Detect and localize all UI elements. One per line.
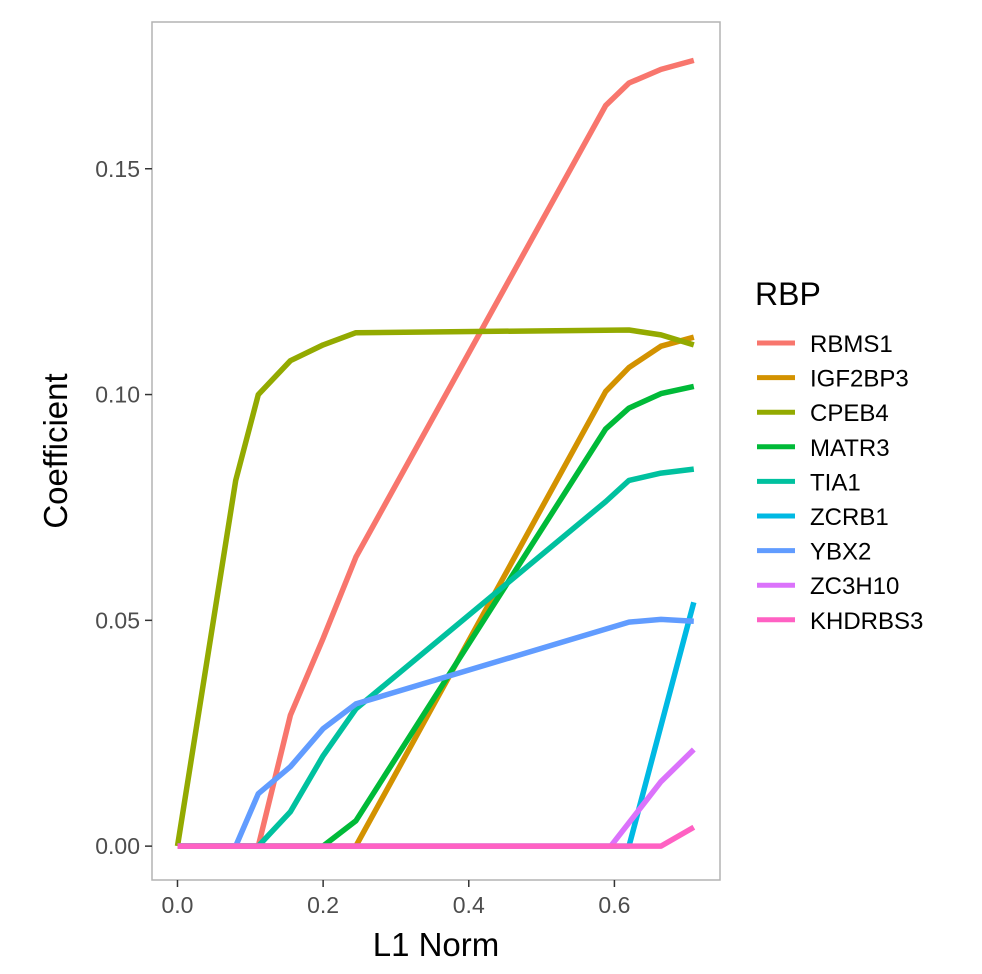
legend-label: CPEB4	[810, 400, 889, 427]
series-layer	[174, 57, 697, 849]
x-tick-label: 0.0	[161, 892, 193, 918]
y-tick-label: 0.15	[95, 156, 140, 182]
legend: RBP RBMS1 IGF2BP3 CPEB4 MATR3 TIA1 ZCRB1 YBX2 Z…	[755, 276, 923, 635]
y-tick-label: 0.10	[95, 382, 140, 408]
legend-label: RBMS1	[810, 331, 893, 358]
legend-item-igf2bp3: IGF2BP3	[757, 366, 909, 393]
y-tick-label: 0.00	[95, 833, 140, 859]
plot-panel-border	[151, 21, 721, 881]
legend-item-zc3h10: ZC3H10	[757, 573, 899, 600]
series-line-matr3	[177, 383, 695, 849]
x-axis-title: L1 Norm	[373, 926, 500, 963]
series-line-khdrbs3	[177, 824, 696, 849]
series-line-cpeb4	[174, 327, 695, 847]
legend-item-zcrb1: ZCRB1	[757, 504, 889, 531]
legend-title: RBP	[755, 276, 821, 312]
series-line-tia1	[177, 466, 695, 849]
y-tick-label: 0.05	[95, 607, 140, 633]
legend-label: ZCRB1	[810, 504, 889, 531]
legend-item-ybx2: YBX2	[757, 539, 871, 566]
legend-label: TIA1	[810, 469, 861, 496]
legend-item-matr3: MATR3	[757, 435, 890, 462]
axes: 0.0 0.2 0.4 0.6 0.00 0.05 0.10 0.15	[95, 156, 630, 918]
legend-item-cpeb4: CPEB4	[757, 400, 889, 427]
legend-label: YBX2	[810, 539, 871, 566]
legend-label: KHDRBS3	[810, 608, 923, 635]
series-line-ybx2	[177, 616, 694, 849]
legend-item-rbms1: RBMS1	[757, 331, 893, 358]
y-axis-title: Coefficient	[37, 373, 74, 528]
legend-item-khdrbs3: KHDRBS3	[757, 608, 923, 635]
series-line-rbms1	[177, 57, 695, 849]
x-tick-label: 0.2	[307, 892, 339, 918]
x-tick-label: 0.4	[453, 892, 485, 918]
legend-label: ZC3H10	[810, 573, 899, 600]
legend-label: MATR3	[810, 435, 890, 462]
legend-item-tia1: TIA1	[757, 469, 861, 496]
x-tick-label: 0.6	[598, 892, 630, 918]
legend-label: IGF2BP3	[810, 366, 909, 393]
series-line-zcrb1	[177, 601, 697, 849]
